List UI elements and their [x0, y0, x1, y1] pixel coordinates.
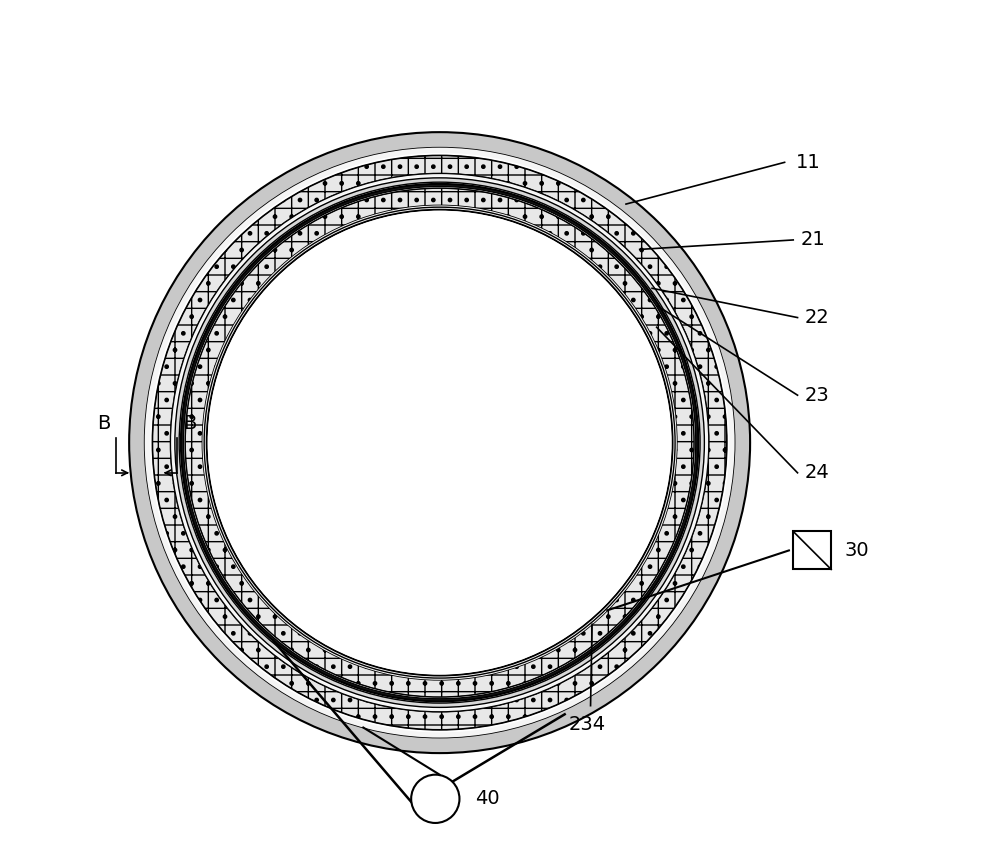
Circle shape	[179, 182, 700, 703]
Circle shape	[202, 206, 677, 680]
Text: 23: 23	[804, 385, 829, 404]
Circle shape	[152, 155, 727, 730]
Circle shape	[208, 211, 672, 674]
Circle shape	[146, 148, 734, 737]
Circle shape	[171, 174, 709, 712]
Text: 22: 22	[804, 308, 829, 327]
Circle shape	[129, 132, 750, 753]
Text: 11: 11	[796, 153, 821, 172]
Text: 30: 30	[844, 541, 869, 560]
Circle shape	[185, 188, 694, 697]
Circle shape	[411, 774, 459, 823]
Text: 24: 24	[804, 464, 829, 483]
Circle shape	[150, 153, 729, 733]
Circle shape	[204, 207, 675, 678]
Bar	[793, 531, 831, 569]
Text: 21: 21	[800, 230, 825, 249]
Circle shape	[171, 174, 709, 712]
Text: B: B	[97, 414, 110, 433]
Circle shape	[185, 188, 694, 697]
Circle shape	[173, 176, 706, 709]
Circle shape	[202, 206, 677, 680]
Circle shape	[171, 174, 709, 712]
Circle shape	[181, 184, 698, 701]
Text: B: B	[183, 414, 197, 433]
Circle shape	[152, 155, 727, 730]
Circle shape	[175, 178, 704, 707]
Text: 234: 234	[569, 715, 606, 734]
Circle shape	[145, 148, 735, 738]
Text: 40: 40	[475, 789, 500, 808]
Circle shape	[183, 187, 696, 699]
Circle shape	[202, 206, 677, 680]
